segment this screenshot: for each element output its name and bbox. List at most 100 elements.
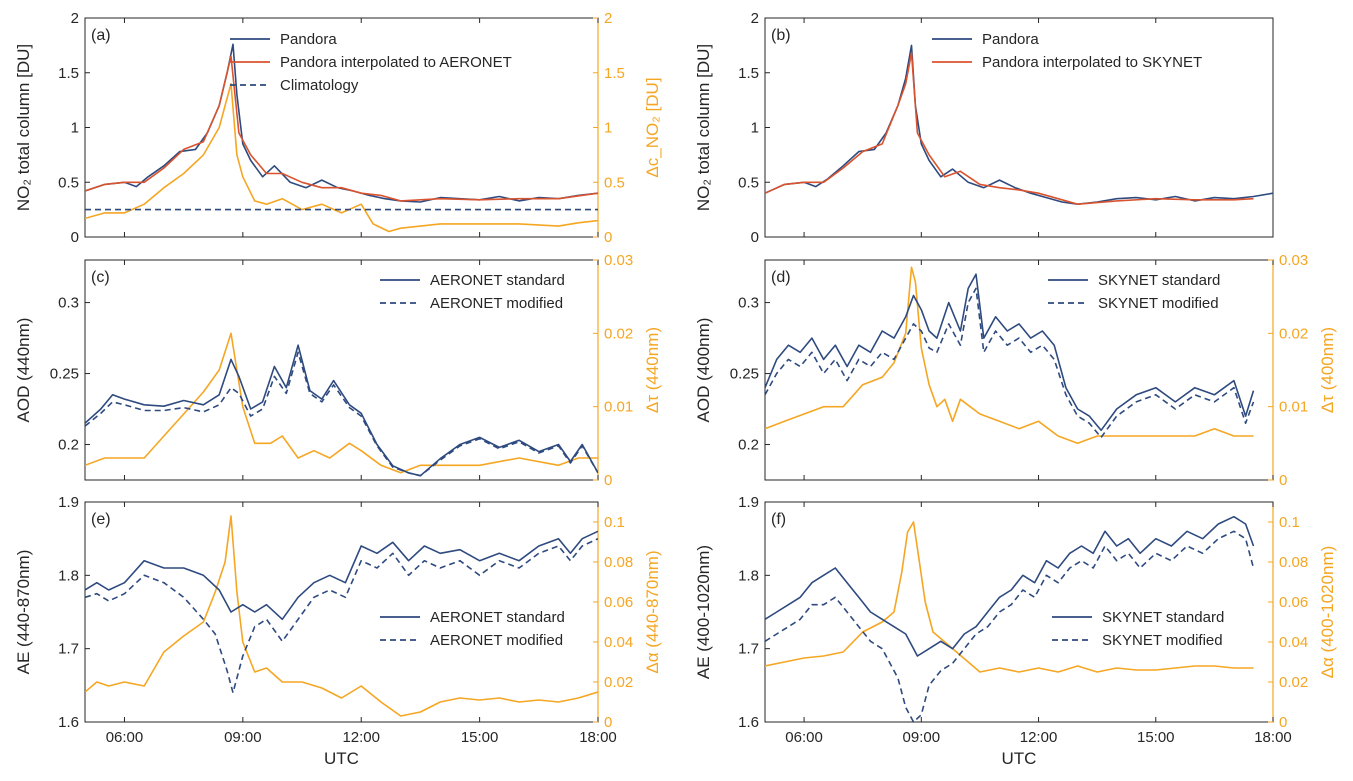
y2-tick-label: 0.06 [604,594,633,611]
x-tick-label: 12:00 [1020,729,1058,746]
legend-entry: AERONET standard [430,609,565,626]
y2-axis-label: Δα (400-1020nm) [1318,546,1337,679]
axes-frame [764,17,1274,238]
x-tick-label: 18:00 [1254,729,1292,746]
series-group [85,332,598,477]
x-tick-label: 09:00 [224,729,262,746]
y-tick-label: 0.5 [738,174,759,191]
series-group [765,515,1255,722]
y2-axis-label: Δα (440-870nm) [643,550,662,673]
legend-entry: AERONET modified [430,295,563,312]
y2-tick-label: 0.04 [604,634,633,651]
y2-tick-label: 0 [1279,714,1287,731]
y2-tick-label: 0 [604,472,612,489]
y-axis-label: NO₂ total column [DU] [694,44,713,211]
y-tick-label: 1 [751,120,759,137]
legend: AERONET standard AERONET modified [380,272,565,312]
legend: Pandora Pandora interpolated to AERONET Cl… [230,31,512,94]
panel-label: (c) [91,269,110,286]
y-tick-label: 1.5 [58,65,79,82]
legend: Pandora Pandora interpolated to SKYNET [932,31,1202,71]
legend: AERONET standard AERONET modified [380,609,565,649]
series-line-aeronet-standard [85,530,598,621]
series-line--400-1020nm- [765,521,1254,673]
series-group [765,44,1273,205]
legend-entry: AERONET standard [430,272,565,289]
legend-entry: AERONET modified [430,632,563,649]
y-tick-label: 0.3 [58,295,79,312]
y-axis-label: AE (400-1020nm) [694,545,713,679]
series-line-aeronet-modified [85,351,598,477]
y2-tick-label: 0.02 [604,325,633,342]
series-group [85,43,598,233]
y-tick-label: 0 [71,229,79,246]
y-tick-label: 2 [71,10,79,27]
series-line-skynet-modified [765,530,1255,722]
legend: SKYNET standard SKYNET modified [1048,272,1220,312]
y2-axis-label: Δτ (440nm) [643,327,662,413]
y-tick-label: 1.7 [58,641,79,658]
x-axis-label: UTC [1002,749,1037,768]
y2-axis-label: Δτ (400nm) [1318,327,1337,413]
y-axis-label: AE (440-870nm) [14,550,33,675]
y2-tick-label: 0.01 [1279,399,1308,416]
legend: SKYNET standard SKYNET modified [1052,609,1224,649]
axes-frame [764,259,1274,481]
y2-tick-label: 1.5 [604,65,625,82]
panel-label: (a) [91,27,111,44]
series-line-skynet-standard [765,515,1255,657]
y-tick-label: 0.3 [738,295,759,312]
y2-tick-label: 0.1 [604,514,625,531]
legend-entry: SKYNET modified [1102,632,1223,649]
panel-label: (e) [91,511,111,528]
y2-tick-label: 0.03 [604,252,633,269]
panel-e: 06:00 09:00 12:00 15:00 18:00 UTC 1.6 1.7 1.8 1.9… [14,494,662,768]
panel-label: (b) [771,27,791,44]
series-line--440nm- [85,332,598,474]
y-tick-label: 1.9 [58,494,79,511]
y-tick-label: 1.9 [738,494,759,511]
series-line-aeronet-modified [85,537,598,694]
y2-tick-label: 0 [604,714,612,731]
series-line--c-no- [85,82,598,233]
y2-tick-label: 0.02 [1279,674,1308,691]
panel-label: (d) [771,269,791,286]
axes-frame [84,17,599,238]
y-axis-label: AOD (400nm) [694,318,713,423]
y2-tick-label: 0.08 [604,554,633,571]
panel-a: 0 0.5 1 1.5 2 NO₂ total column [DU] 0 0.5 1 1.5 2 Δ… [14,10,662,246]
panel-f: 06:00 09:00 12:00 15:00 18:00 UTC 1.6 1.7 1.8 1.9… [694,494,1337,768]
y-tick-label: 1.7 [738,641,759,658]
y-tick-label: 0 [751,229,759,246]
y-tick-label: 1.6 [738,714,759,731]
legend-entry: SKYNET standard [1098,272,1220,289]
y-tick-label: 1.6 [58,714,79,731]
y-axis-label: AOD (440nm) [14,318,33,423]
y-tick-label: 1.8 [58,567,79,584]
y-tick-label: 2 [751,10,759,27]
series-line-pandora [85,43,598,203]
y2-tick-label: 0.1 [1279,514,1300,531]
series-group [85,515,598,717]
axes-frame [84,259,599,481]
series-line-skynet-standard [765,273,1255,432]
legend-entry: SKYNET modified [1098,295,1219,312]
y-tick-label: 0.2 [738,437,759,454]
y-tick-label: 1.5 [738,65,759,82]
y2-tick-label: 0.06 [1279,594,1308,611]
y-tick-label: 0.25 [730,366,759,383]
panel-label: (f) [771,511,786,528]
x-tick-label: 12:00 [342,729,380,746]
x-tick-label: 06:00 [785,729,823,746]
legend-entry: Pandora interpolated to SKYNET [982,54,1202,71]
legend-entry: Pandora [280,31,337,48]
y-axis-label: NO₂ total column [DU] [14,44,33,211]
panel-d: 0.2 0.25 0.3 AOD (400nm) 0 0.01 0.02 0.03 Δτ (40… [694,252,1337,489]
y-tick-label: 1.8 [738,567,759,584]
y-tick-label: 0.5 [58,174,79,191]
x-tick-label: 15:00 [1137,729,1175,746]
legend-entry: Climatology [280,77,359,94]
series-line-skynet-modified [765,287,1255,439]
y2-tick-label: 0.04 [1279,634,1308,651]
